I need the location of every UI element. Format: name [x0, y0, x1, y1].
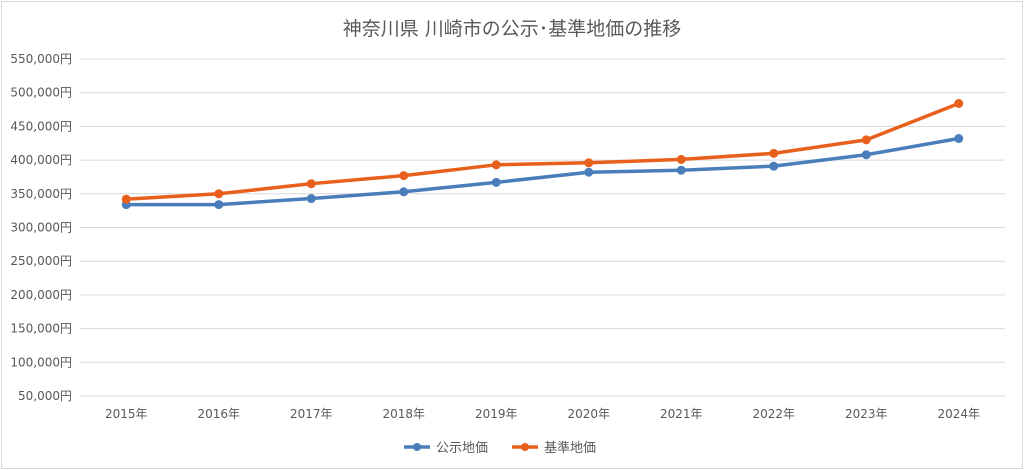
data-point — [769, 161, 779, 171]
y-tick-label: 250,000円 — [10, 254, 72, 268]
data-point — [769, 148, 779, 158]
data-point — [676, 154, 686, 164]
legend-label: 基準地価 — [544, 440, 596, 456]
x-tick-label: 2017年 — [290, 407, 333, 421]
y-tick-label: 200,000円 — [10, 288, 72, 302]
y-tick-label: 400,000円 — [10, 153, 72, 167]
series-lines — [121, 98, 964, 210]
data-point — [491, 160, 501, 170]
y-tick-label: 450,000円 — [10, 119, 72, 133]
data-point — [399, 171, 409, 181]
x-tick-label: 2015年 — [105, 407, 148, 421]
data-point — [676, 165, 686, 175]
data-point — [306, 179, 316, 189]
data-point — [584, 158, 594, 168]
data-point — [399, 187, 409, 197]
legend-label: 公示地価 — [436, 441, 488, 456]
data-point — [306, 194, 316, 204]
data-point — [954, 98, 964, 108]
x-tick-label: 2022年 — [752, 407, 795, 421]
chart-title: 神奈川県 川崎市の公示･基準地価の推移 — [343, 18, 682, 40]
x-tick-label: 2023年 — [845, 407, 888, 421]
data-point — [121, 194, 131, 204]
data-point — [214, 189, 224, 199]
grid-lines — [80, 58, 1005, 397]
legend-item: 基準地価 — [512, 440, 596, 456]
x-tick-label: 2021年 — [660, 407, 703, 421]
y-tick-label: 50,000円 — [18, 389, 72, 403]
x-tick-label: 2024年 — [937, 407, 980, 421]
legend-swatch-marker — [521, 443, 529, 451]
data-point — [584, 167, 594, 177]
data-point — [214, 200, 224, 210]
series-2 — [121, 98, 964, 204]
series-line — [124, 101, 961, 201]
y-tick-label: 550,000円 — [10, 52, 72, 66]
data-point — [491, 177, 501, 187]
data-point — [861, 135, 871, 145]
x-tick-label: 2016年 — [197, 407, 240, 421]
y-tick-label: 150,000円 — [10, 322, 72, 336]
y-tick-label: 350,000円 — [10, 187, 72, 201]
x-tick-label: 2018年 — [382, 407, 425, 421]
x-tick-label: 2020年 — [567, 407, 610, 421]
y-tick-label: 100,000円 — [10, 355, 72, 369]
x-tick-label: 2019年 — [475, 407, 518, 421]
legend-item: 公示地価 — [404, 441, 488, 456]
y-tick-label: 300,000円 — [10, 221, 72, 235]
data-point — [954, 134, 964, 144]
x-axis-tick-labels: 2015年 2016年 2017年 2018年 2019年 2020年 2021年 2022年… — [105, 407, 980, 421]
y-axis-tick-labels: 550,000円 500,000円 450,000円 400,000円 350,000円… — [10, 52, 72, 403]
legend-swatch-marker — [413, 443, 421, 451]
series-1 — [121, 134, 964, 210]
y-tick-label: 500,000円 — [10, 86, 72, 100]
legend: 公示地価 基準地価 — [404, 440, 596, 456]
data-point — [861, 150, 871, 160]
series-line — [124, 136, 961, 207]
